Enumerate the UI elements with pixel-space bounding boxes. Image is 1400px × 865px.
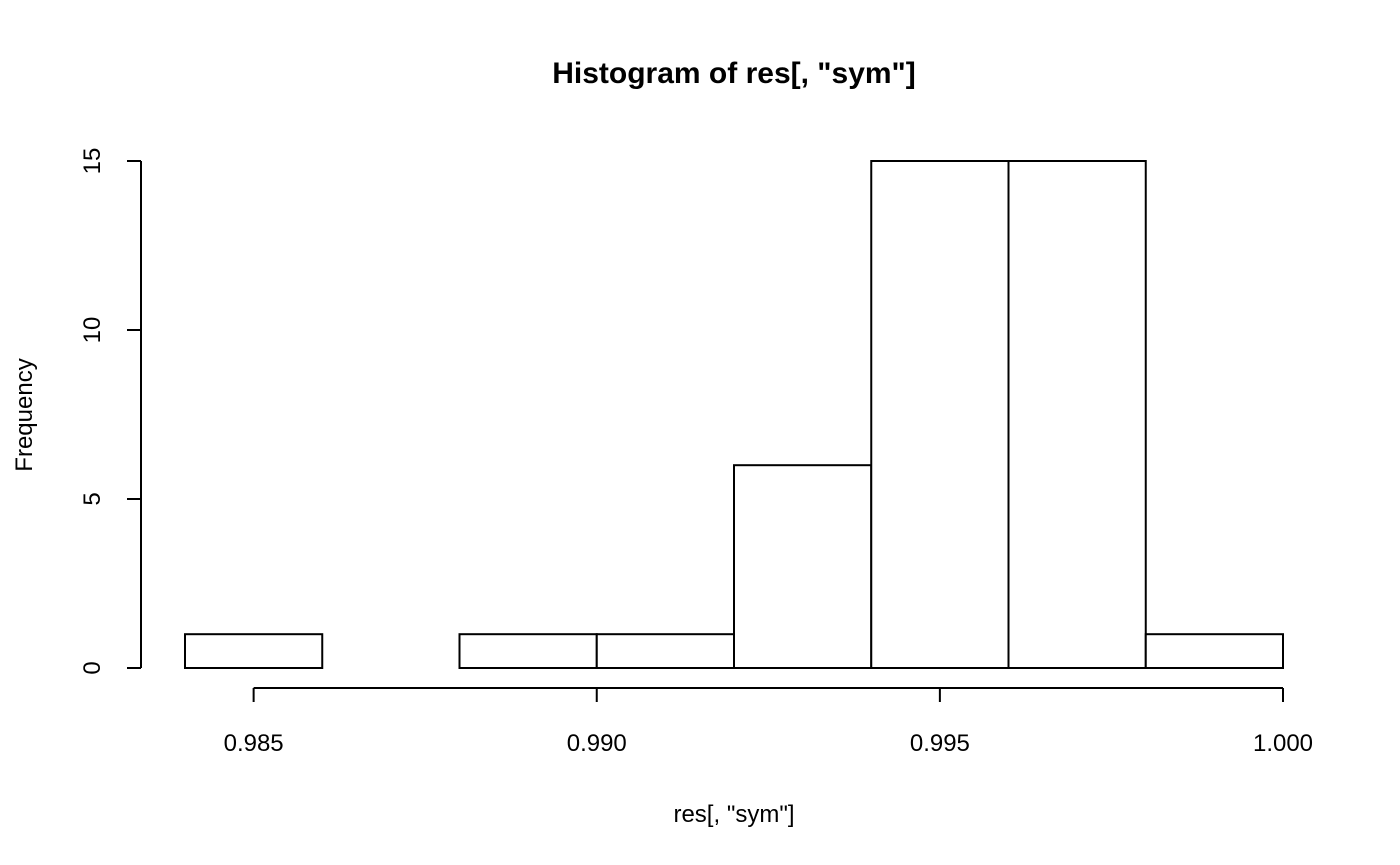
- y-tick-label-2: 10: [79, 317, 106, 344]
- x-tick-label-0: 0.985: [224, 730, 284, 757]
- histogram-bar-3: [595, 633, 735, 670]
- x-axis-label: res[, "sym"]: [673, 801, 794, 828]
- histogram-bar-6: [1007, 160, 1147, 669]
- histogram-bar-5: [870, 160, 1010, 669]
- y-tick-label-3: 15: [79, 148, 106, 175]
- x-tick-label-2: 0.995: [910, 730, 970, 757]
- x-tick-label-1: 0.990: [567, 730, 627, 757]
- x-axis: 0.985 0.990 0.995 1.000: [224, 687, 1313, 757]
- y-tick-label-1: 5: [79, 492, 106, 505]
- y-axis-label: Frequency: [11, 358, 38, 471]
- histogram-bar-0: [184, 633, 324, 670]
- histogram-bar-7: [1144, 633, 1284, 670]
- bars-group: [184, 160, 1284, 670]
- y-axis: 0 5 10 15: [79, 148, 142, 675]
- histogram-bar-2: [458, 633, 598, 670]
- y-tick-label-0: 0: [79, 661, 106, 674]
- histogram-bar-4: [733, 464, 873, 670]
- chart-title: Histogram of res[, "sym"]: [552, 57, 916, 90]
- x-tick-label-3: 1.000: [1253, 730, 1313, 757]
